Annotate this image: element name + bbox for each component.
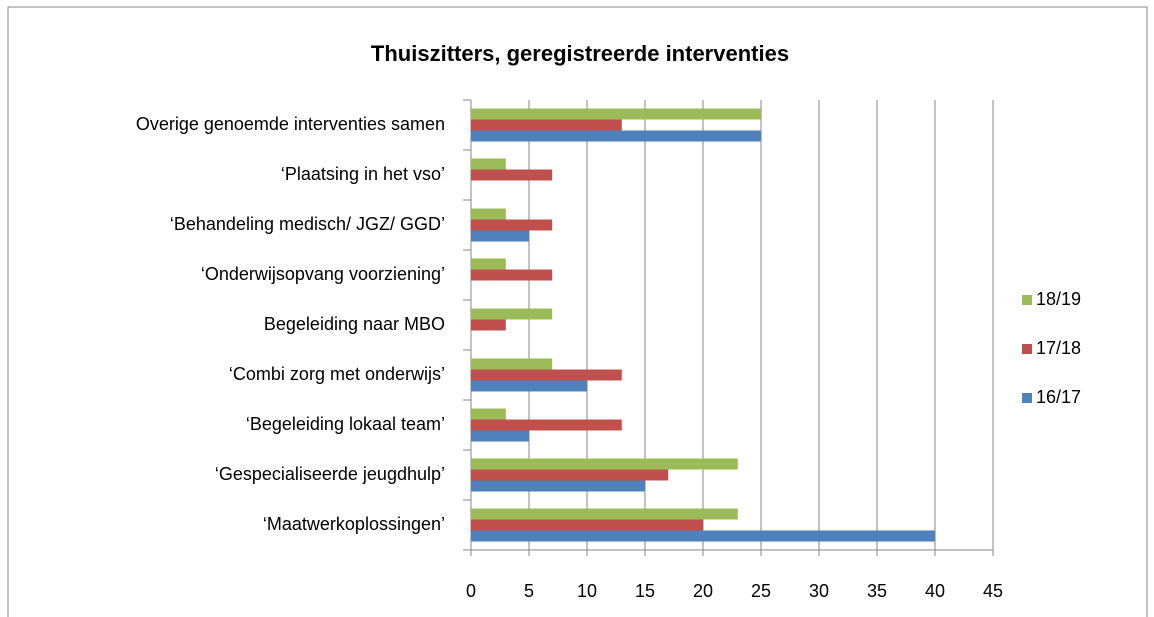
bar — [471, 458, 738, 470]
legend-label: 17/18 — [1036, 338, 1081, 358]
bar — [471, 469, 669, 481]
bar — [471, 480, 645, 492]
x-tick-label: 25 — [751, 581, 771, 601]
legend-swatch — [1022, 344, 1032, 354]
legend-swatch — [1022, 393, 1032, 403]
legend-label: 16/17 — [1036, 387, 1081, 407]
x-tick-label: 40 — [925, 581, 945, 601]
x-tick-label: 20 — [693, 581, 713, 601]
x-tick-label: 35 — [867, 581, 887, 601]
bar — [471, 219, 553, 231]
bar — [471, 130, 761, 142]
x-tick-label: 30 — [809, 581, 829, 601]
x-tick-label: 15 — [635, 581, 655, 601]
bar — [471, 408, 506, 420]
bar — [471, 419, 622, 431]
y-tick-label: ‘Combi zorg met onderwijs’ — [229, 364, 445, 384]
bar — [471, 158, 506, 170]
legend-swatch — [1022, 295, 1032, 305]
y-tick-label: ‘Plaatsing in het vso’ — [281, 164, 445, 184]
bar — [471, 269, 553, 281]
x-tick-label: 0 — [466, 581, 476, 601]
bar — [471, 208, 506, 220]
bar — [471, 358, 553, 370]
legend-label: 18/19 — [1036, 289, 1081, 309]
bar — [471, 430, 529, 442]
x-tick-label: 10 — [577, 581, 597, 601]
bar — [471, 230, 529, 242]
bar — [471, 308, 553, 320]
bar — [471, 508, 738, 520]
bar — [471, 380, 587, 392]
bar — [471, 119, 622, 131]
bar — [471, 108, 761, 120]
bar — [471, 369, 622, 381]
y-tick-label: ‘Onderwijsopvang voorziening’ — [201, 264, 445, 284]
y-tick-label: ‘Gespecialiseerde jeugdhulp’ — [215, 464, 445, 484]
y-tick-label: ‘Behandeling medisch/ JGZ/ GGD’ — [170, 214, 445, 234]
x-tick-label: 5 — [524, 581, 534, 601]
bar — [471, 530, 935, 542]
chart-title: Thuiszitters, geregistreerde interventie… — [371, 41, 789, 66]
y-tick-label: Begeleiding naar MBO — [264, 314, 445, 334]
bar — [471, 258, 506, 270]
x-tick-label: 45 — [983, 581, 1003, 601]
y-tick-label: Overige genoemde interventies samen — [136, 114, 445, 134]
bar — [471, 319, 506, 331]
bar — [471, 169, 553, 181]
y-tick-label: ‘Begeleiding lokaal team’ — [246, 414, 445, 434]
y-tick-label: ‘Maatwerkoplossingen’ — [263, 514, 445, 534]
bar — [471, 519, 703, 531]
